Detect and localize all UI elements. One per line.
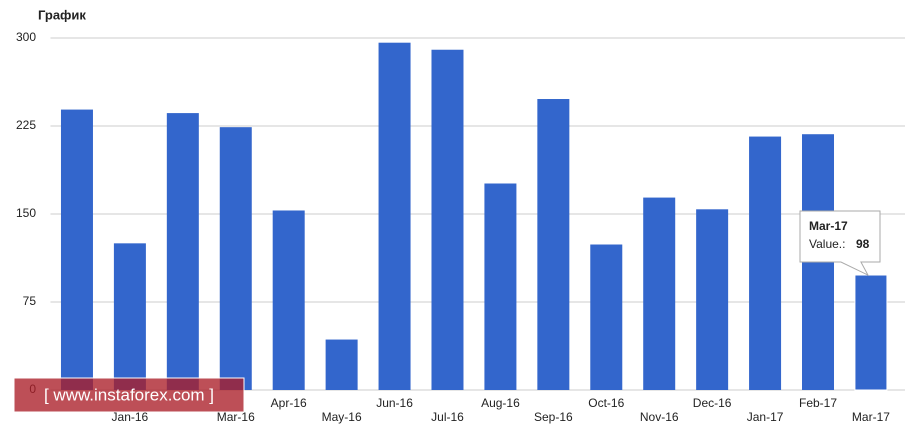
x-tick-label: Nov-16 [640,410,679,424]
bar [696,209,729,390]
tooltip-title: Mar-17 [809,219,848,233]
bar-highlight [854,274,888,391]
x-tick-label: Jul-16 [431,410,464,424]
y-tick-label: 225 [16,118,36,132]
bar [537,99,570,390]
bar [325,339,358,390]
x-tick-label: Jan-17 [747,410,784,424]
x-tick-label: May-16 [322,410,362,424]
bar [431,49,464,390]
x-tick-label: Mar-16 [217,410,255,424]
bar [219,127,252,390]
bar [166,113,199,391]
bar [484,183,517,390]
x-tick-label: Feb-17 [799,396,837,410]
y-tick-label: 75 [23,294,37,308]
y-tick-label: 150 [16,206,36,220]
x-tick-label: Aug-16 [481,396,520,410]
x-tick-label: Apr-16 [271,396,307,410]
x-tick-label: Jun-16 [376,396,413,410]
tooltip-label: Value.: [809,237,845,251]
bar [113,243,146,390]
chart-title: График [38,7,86,22]
bar [854,275,887,390]
watermark: [ www.instaforex.com ] [44,385,214,404]
bar [749,136,782,390]
bar [272,210,305,390]
x-tick-label: Jan-16 [112,410,149,424]
watermark-box [13,377,245,413]
y-tick-label: 300 [16,30,36,44]
x-tick-label: Oct-16 [588,396,624,410]
bar [60,109,93,390]
bar [590,244,623,390]
tooltip-value: 98 [856,237,870,251]
bar [643,197,676,390]
x-tick-label: Sep-16 [534,410,573,424]
x-tick-label: Mar-17 [852,410,890,424]
tooltip-box [799,210,881,277]
bar [378,42,411,391]
x-tick-label: Dec-16 [693,396,732,410]
